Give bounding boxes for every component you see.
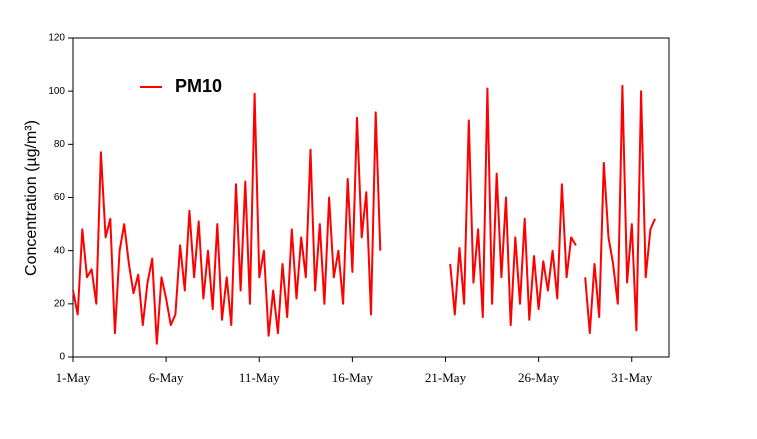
y-tick-label: 40 <box>54 245 66 256</box>
x-tick-label: 31-May <box>611 370 653 385</box>
x-tick-label: 21-May <box>425 370 467 385</box>
x-tick-label: 11-May <box>239 370 280 385</box>
y-tick-label: 120 <box>48 33 65 44</box>
y-tick-label: 0 <box>59 352 65 363</box>
y-axis-label: Concentration (µg/m³) <box>23 120 40 276</box>
x-tick-label: 1-May <box>56 370 91 385</box>
data-line <box>72 84 656 345</box>
legend-label: PM10 <box>175 76 222 96</box>
y-tick-label: 60 <box>54 192 66 203</box>
y-tick-label: 80 <box>54 139 66 150</box>
y-tick-label: 20 <box>54 298 66 309</box>
x-tick-label: 6-May <box>149 370 184 385</box>
y-tick-label: 100 <box>48 86 65 97</box>
x-tick-label: 26-May <box>518 370 560 385</box>
x-tick-label: 16-May <box>332 370 374 385</box>
